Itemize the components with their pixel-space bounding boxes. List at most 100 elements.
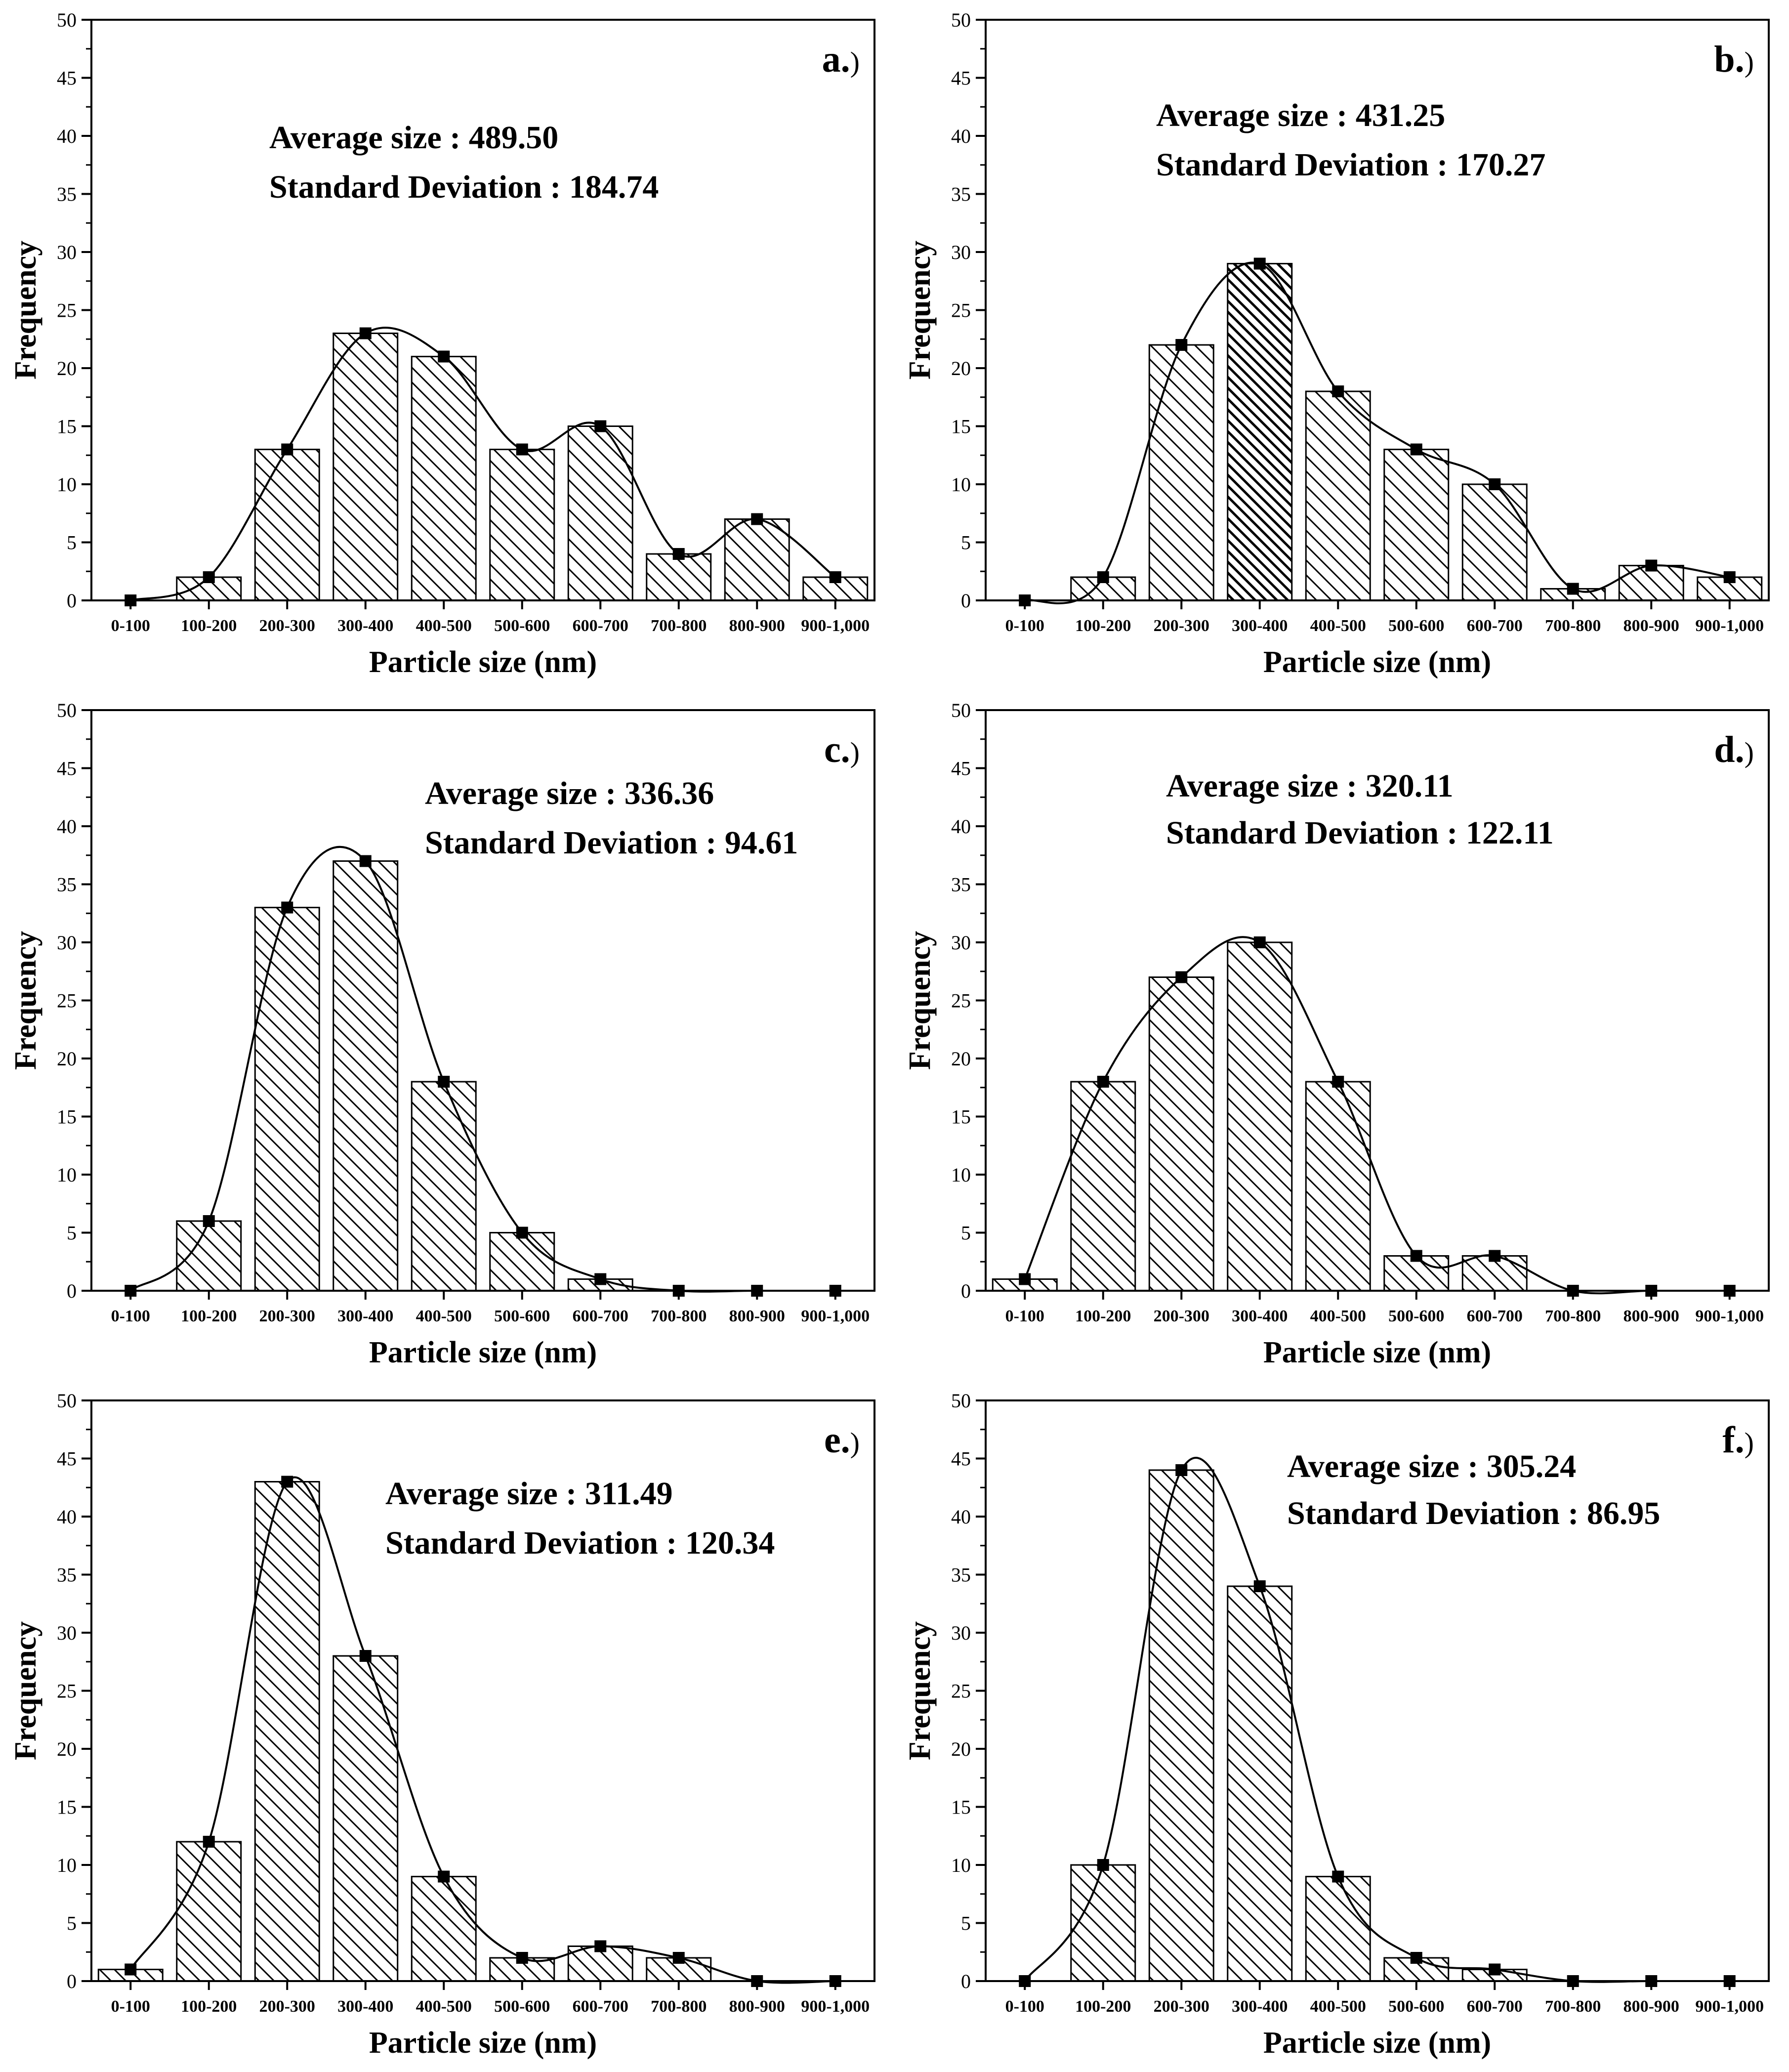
y-tick-label: 40 xyxy=(951,815,971,838)
y-tick-label: 20 xyxy=(951,357,971,380)
y-tick-label: 5 xyxy=(67,532,77,554)
bar-300-400 xyxy=(1227,263,1293,601)
point-marker-400-500 xyxy=(1332,1870,1344,1883)
y-tick-label: 40 xyxy=(57,1506,77,1528)
point-marker-900-1,000 xyxy=(1723,571,1736,583)
bar-400-500 xyxy=(1305,1081,1371,1292)
bar-200-300 xyxy=(1148,1469,1214,1982)
x-tick-label: 100-200 xyxy=(181,617,237,635)
point-marker-0-100 xyxy=(1019,1273,1031,1285)
y-tick-label: 20 xyxy=(57,357,77,380)
point-marker-400-500 xyxy=(1332,385,1344,397)
bar-400-500 xyxy=(1305,390,1371,601)
y-tick-label: 30 xyxy=(57,241,77,263)
std-deviation-annotation: Standard Deviation : 170.27 xyxy=(1156,147,1545,183)
y-tick-label: 25 xyxy=(951,990,971,1012)
x-tick-label: 400-500 xyxy=(416,1997,472,2016)
y-axis: 0 5 10 15 20 25 30 35 40 45 50 xyxy=(951,1390,986,1992)
point-marker-300-400 xyxy=(1253,1580,1266,1592)
x-tick-label: 300-400 xyxy=(337,617,393,635)
x-tick-label: 500-600 xyxy=(1388,1997,1444,2016)
y-tick-label: 45 xyxy=(57,758,77,780)
x-tick-label: 200-300 xyxy=(259,1307,315,1325)
point-marker-500-600 xyxy=(1410,1952,1422,1964)
point-marker-300-400 xyxy=(359,1650,372,1662)
y-tick-label: 30 xyxy=(951,931,971,954)
x-tick-label: 800-900 xyxy=(1623,1997,1679,2016)
x-tick-label: 700-800 xyxy=(651,1307,707,1325)
point-marker-800-900 xyxy=(751,513,763,525)
x-tick-label: 200-300 xyxy=(1154,617,1209,635)
x-tick-label: 600-700 xyxy=(573,617,628,635)
x-tick-label: 900-1,000 xyxy=(1695,617,1764,635)
point-marker-300-400 xyxy=(1253,257,1266,270)
panel-label: e.) xyxy=(824,1419,860,1461)
x-tick-label: 100-200 xyxy=(181,1307,237,1325)
bar-400-500 xyxy=(411,1081,477,1292)
point-marker-300-400 xyxy=(359,327,372,339)
x-tick-label: 100-200 xyxy=(1075,1307,1131,1325)
x-tick-label: 200-300 xyxy=(1154,1997,1209,2016)
y-tick-label: 45 xyxy=(57,67,77,89)
point-marker-700-800 xyxy=(672,1952,685,1964)
y-tick-label: 10 xyxy=(57,1164,77,1186)
chart-panel-c: 0 5 10 15 20 25 30 35 40 45 50 0-100 100-200 200-300 3… xyxy=(9,699,875,1369)
y-tick-label: 25 xyxy=(57,990,77,1012)
point-marker-300-400 xyxy=(359,855,372,867)
bar-800-900 xyxy=(724,518,790,601)
bar-400-500 xyxy=(1305,1876,1371,1982)
x-axis: 0-100 100-200 200-300 300-400 400-500 500-600… xyxy=(111,600,870,635)
bar-500-600 xyxy=(1383,449,1450,601)
bar-400-500 xyxy=(411,1876,477,1982)
point-marker-600-700 xyxy=(1489,478,1501,490)
panel-label: d.) xyxy=(1714,729,1754,770)
bar-600-700 xyxy=(567,425,633,601)
point-marker-0-100 xyxy=(125,1963,137,1976)
x-tick-label: 300-400 xyxy=(1232,1307,1288,1325)
x-tick-label: 900-1,000 xyxy=(801,1307,870,1325)
y-tick-label: 40 xyxy=(57,125,77,147)
y-tick-label: 15 xyxy=(57,1796,77,1818)
y-tick-label: 10 xyxy=(951,1164,971,1186)
fit-curve xyxy=(1024,261,1730,604)
x-tick-label: 400-500 xyxy=(1310,1307,1366,1325)
bar-100-200 xyxy=(1070,1864,1136,1982)
y-tick-label: 25 xyxy=(57,1680,77,1702)
bar-700-800 xyxy=(646,553,712,601)
point-marker-600-700 xyxy=(594,1273,607,1285)
x-axis-label: Particle size (nm) xyxy=(369,645,597,679)
y-tick-label: 45 xyxy=(951,67,971,89)
average-size-annotation: Average size : 305.24 xyxy=(1287,1448,1576,1484)
std-deviation-annotation: Standard Deviation : 184.74 xyxy=(269,169,659,205)
bars xyxy=(1070,1469,1528,1982)
y-tick-label: 0 xyxy=(961,1280,971,1302)
bar-500-600 xyxy=(489,449,555,601)
y-tick-label: 45 xyxy=(57,1448,77,1470)
x-tick-label: 0-100 xyxy=(111,1307,150,1325)
bar-200-300 xyxy=(254,1481,320,1982)
y-tick-label: 0 xyxy=(961,590,971,612)
point-marker-100-200 xyxy=(1097,1859,1109,1871)
x-tick-label: 400-500 xyxy=(416,617,472,635)
y-tick-label: 40 xyxy=(951,125,971,147)
bar-300-400 xyxy=(333,333,399,601)
y-tick-label: 15 xyxy=(951,1796,971,1818)
y-tick-label: 40 xyxy=(951,1506,971,1528)
x-tick-label: 700-800 xyxy=(651,1997,707,2016)
x-tick-label: 400-500 xyxy=(1310,1997,1366,2016)
y-tick-label: 30 xyxy=(951,1622,971,1644)
x-tick-label: 200-300 xyxy=(1154,1307,1209,1325)
bar-200-300 xyxy=(1148,976,1214,1292)
x-tick-label: 700-800 xyxy=(651,617,707,635)
x-tick-label: 300-400 xyxy=(1232,1997,1288,2016)
x-tick-label: 800-900 xyxy=(1623,1307,1679,1325)
point-marker-400-500 xyxy=(438,1076,450,1088)
x-tick-label: 0-100 xyxy=(111,1997,150,2016)
x-tick-label: 800-900 xyxy=(729,617,785,635)
y-tick-label: 10 xyxy=(57,1854,77,1876)
y-tick-label: 0 xyxy=(67,590,77,612)
y-tick-label: 40 xyxy=(57,815,77,838)
bar-100-200 xyxy=(176,1841,242,1982)
y-tick-label: 50 xyxy=(951,699,971,721)
bars xyxy=(992,941,1528,1292)
